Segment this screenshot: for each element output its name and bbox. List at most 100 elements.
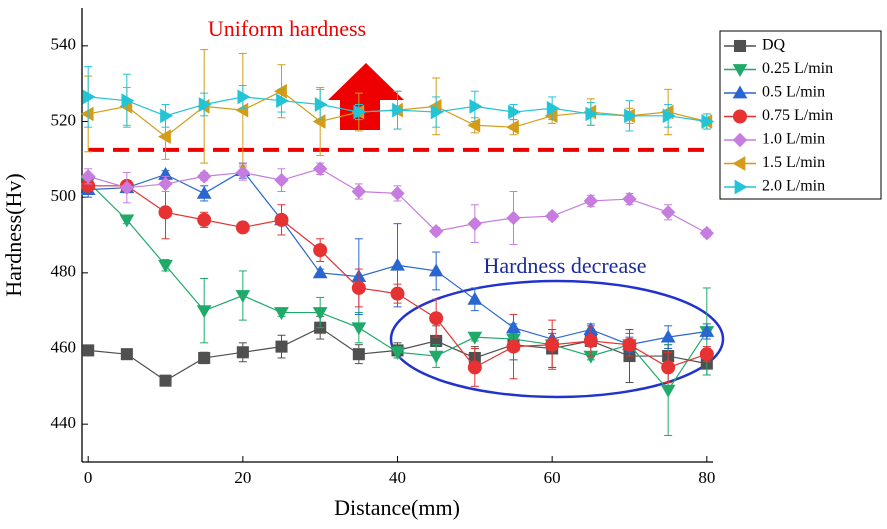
data-point <box>274 307 289 321</box>
data-point <box>392 102 406 118</box>
data-point <box>701 114 715 129</box>
data-point <box>430 104 444 120</box>
data-point <box>352 348 365 361</box>
data-point <box>159 374 172 387</box>
data-point <box>196 185 212 199</box>
data-point <box>160 108 174 124</box>
x-tick-label: 60 <box>544 468 561 487</box>
data-point <box>158 176 173 192</box>
legend-label: 1.5 L/min <box>762 154 825 171</box>
data-point <box>390 286 405 301</box>
data-point <box>275 340 288 353</box>
data-point <box>390 346 405 360</box>
data-point <box>353 104 367 120</box>
data-point <box>546 100 560 116</box>
data-point <box>235 165 251 180</box>
data-point <box>622 337 637 352</box>
data-point <box>467 331 483 345</box>
data-point <box>313 243 328 258</box>
data-point <box>508 104 522 120</box>
data-point <box>585 106 599 122</box>
y-tick-label: 500 <box>51 186 77 205</box>
legend-label: DQ <box>762 37 786 54</box>
data-point <box>312 265 328 279</box>
data-point <box>121 93 135 109</box>
data-point <box>351 184 367 199</box>
data-point <box>545 337 560 352</box>
up-arrow <box>328 63 404 130</box>
data-point <box>312 114 326 129</box>
data-point <box>662 108 676 124</box>
data-point <box>158 205 173 220</box>
y-tick-label: 520 <box>51 110 77 129</box>
data-point <box>660 205 676 220</box>
data-point <box>235 220 250 235</box>
data-point <box>428 350 444 364</box>
data-point <box>198 351 211 364</box>
y-tick-label: 460 <box>51 337 77 356</box>
data-point <box>235 290 251 304</box>
x-tick-label: 0 <box>84 468 93 487</box>
data-point <box>390 186 405 201</box>
data-point <box>351 280 366 295</box>
data-point <box>120 348 133 361</box>
data-point <box>583 333 598 348</box>
data-point <box>119 214 135 228</box>
data-point <box>196 169 212 184</box>
legend-marker <box>733 39 747 53</box>
data-point <box>429 311 444 326</box>
legend-label: 1.0 L/min <box>762 131 825 148</box>
data-point <box>273 83 287 99</box>
data-point <box>467 216 483 231</box>
data-point <box>274 172 289 188</box>
data-point <box>158 259 173 273</box>
decrease-region <box>389 279 725 399</box>
data-point <box>699 225 715 241</box>
data-point <box>80 169 96 184</box>
x-tick-label: 40 <box>389 468 406 487</box>
legend-marker <box>732 64 748 78</box>
legend-label: 0.25 L/min <box>762 60 833 77</box>
legend-marker <box>734 179 748 195</box>
data-point <box>235 102 249 118</box>
data-point <box>469 99 483 114</box>
data-point <box>660 329 676 343</box>
data-point <box>196 305 212 319</box>
data-point <box>276 93 290 109</box>
legend-marker <box>732 156 746 171</box>
data-point <box>506 339 521 354</box>
x-axis-title: Distance(mm) <box>334 495 460 520</box>
data-point <box>624 108 637 124</box>
data-point <box>661 360 676 375</box>
legend-marker <box>733 109 747 124</box>
data-point <box>82 89 96 105</box>
y-axis-title: Hardness(Hv) <box>1 173 26 296</box>
data-point <box>198 97 212 112</box>
x-tick-label: 20 <box>234 468 251 487</box>
data-point <box>82 344 95 357</box>
data-point <box>274 212 289 227</box>
y-tick-label: 540 <box>51 35 77 54</box>
data-point <box>544 208 560 224</box>
data-point <box>158 129 171 144</box>
data-point <box>119 180 135 195</box>
data-point <box>314 97 328 112</box>
legend-label: 0.75 L/min <box>762 107 833 124</box>
legend-label: 0.5 L/min <box>762 84 825 101</box>
data-point <box>699 323 715 337</box>
annotation: Hardness decrease <box>483 253 646 278</box>
legend-marker <box>732 85 748 99</box>
data-point <box>197 212 212 227</box>
y-tick-label: 480 <box>51 262 77 281</box>
data-point <box>237 89 251 105</box>
data-point <box>312 307 328 321</box>
data-point <box>583 193 599 209</box>
data-point <box>505 119 519 135</box>
data-point <box>506 210 521 226</box>
y-tick-label: 440 <box>51 413 77 432</box>
data-point <box>467 291 483 305</box>
data-point <box>351 322 367 336</box>
x-tick-label: 80 <box>698 468 715 487</box>
data-point <box>660 384 676 398</box>
